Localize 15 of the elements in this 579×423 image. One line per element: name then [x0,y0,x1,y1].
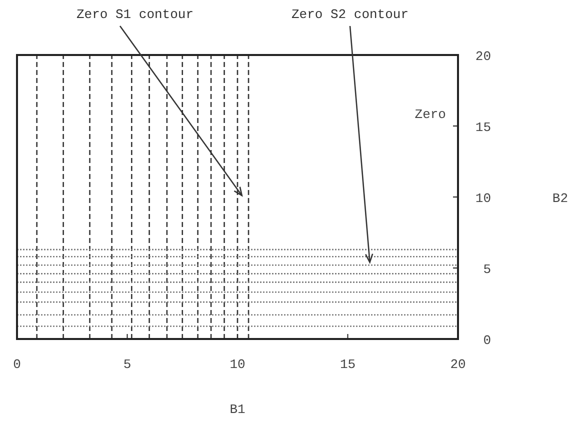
x-tick-label: 15 [340,357,356,372]
annotation: Zero [414,107,446,122]
x-tick-label: 5 [123,357,132,372]
y-tick-label: 5 [483,262,491,277]
y-axis-title: B2 [552,191,568,206]
x-tick-label: 0 [13,357,21,372]
y-tick-label: 0 [483,333,491,348]
annotation: Zero S2 contour [291,7,409,22]
x-axis-title: B1 [230,402,246,417]
y-tick-label: 15 [475,120,491,135]
y-tick-label: 10 [475,191,491,206]
y-tick-label: 20 [475,49,491,64]
x-tick-label: 10 [230,357,246,372]
annotation: Zero S1 contour [76,7,194,22]
x-tick-label: 20 [450,357,466,372]
